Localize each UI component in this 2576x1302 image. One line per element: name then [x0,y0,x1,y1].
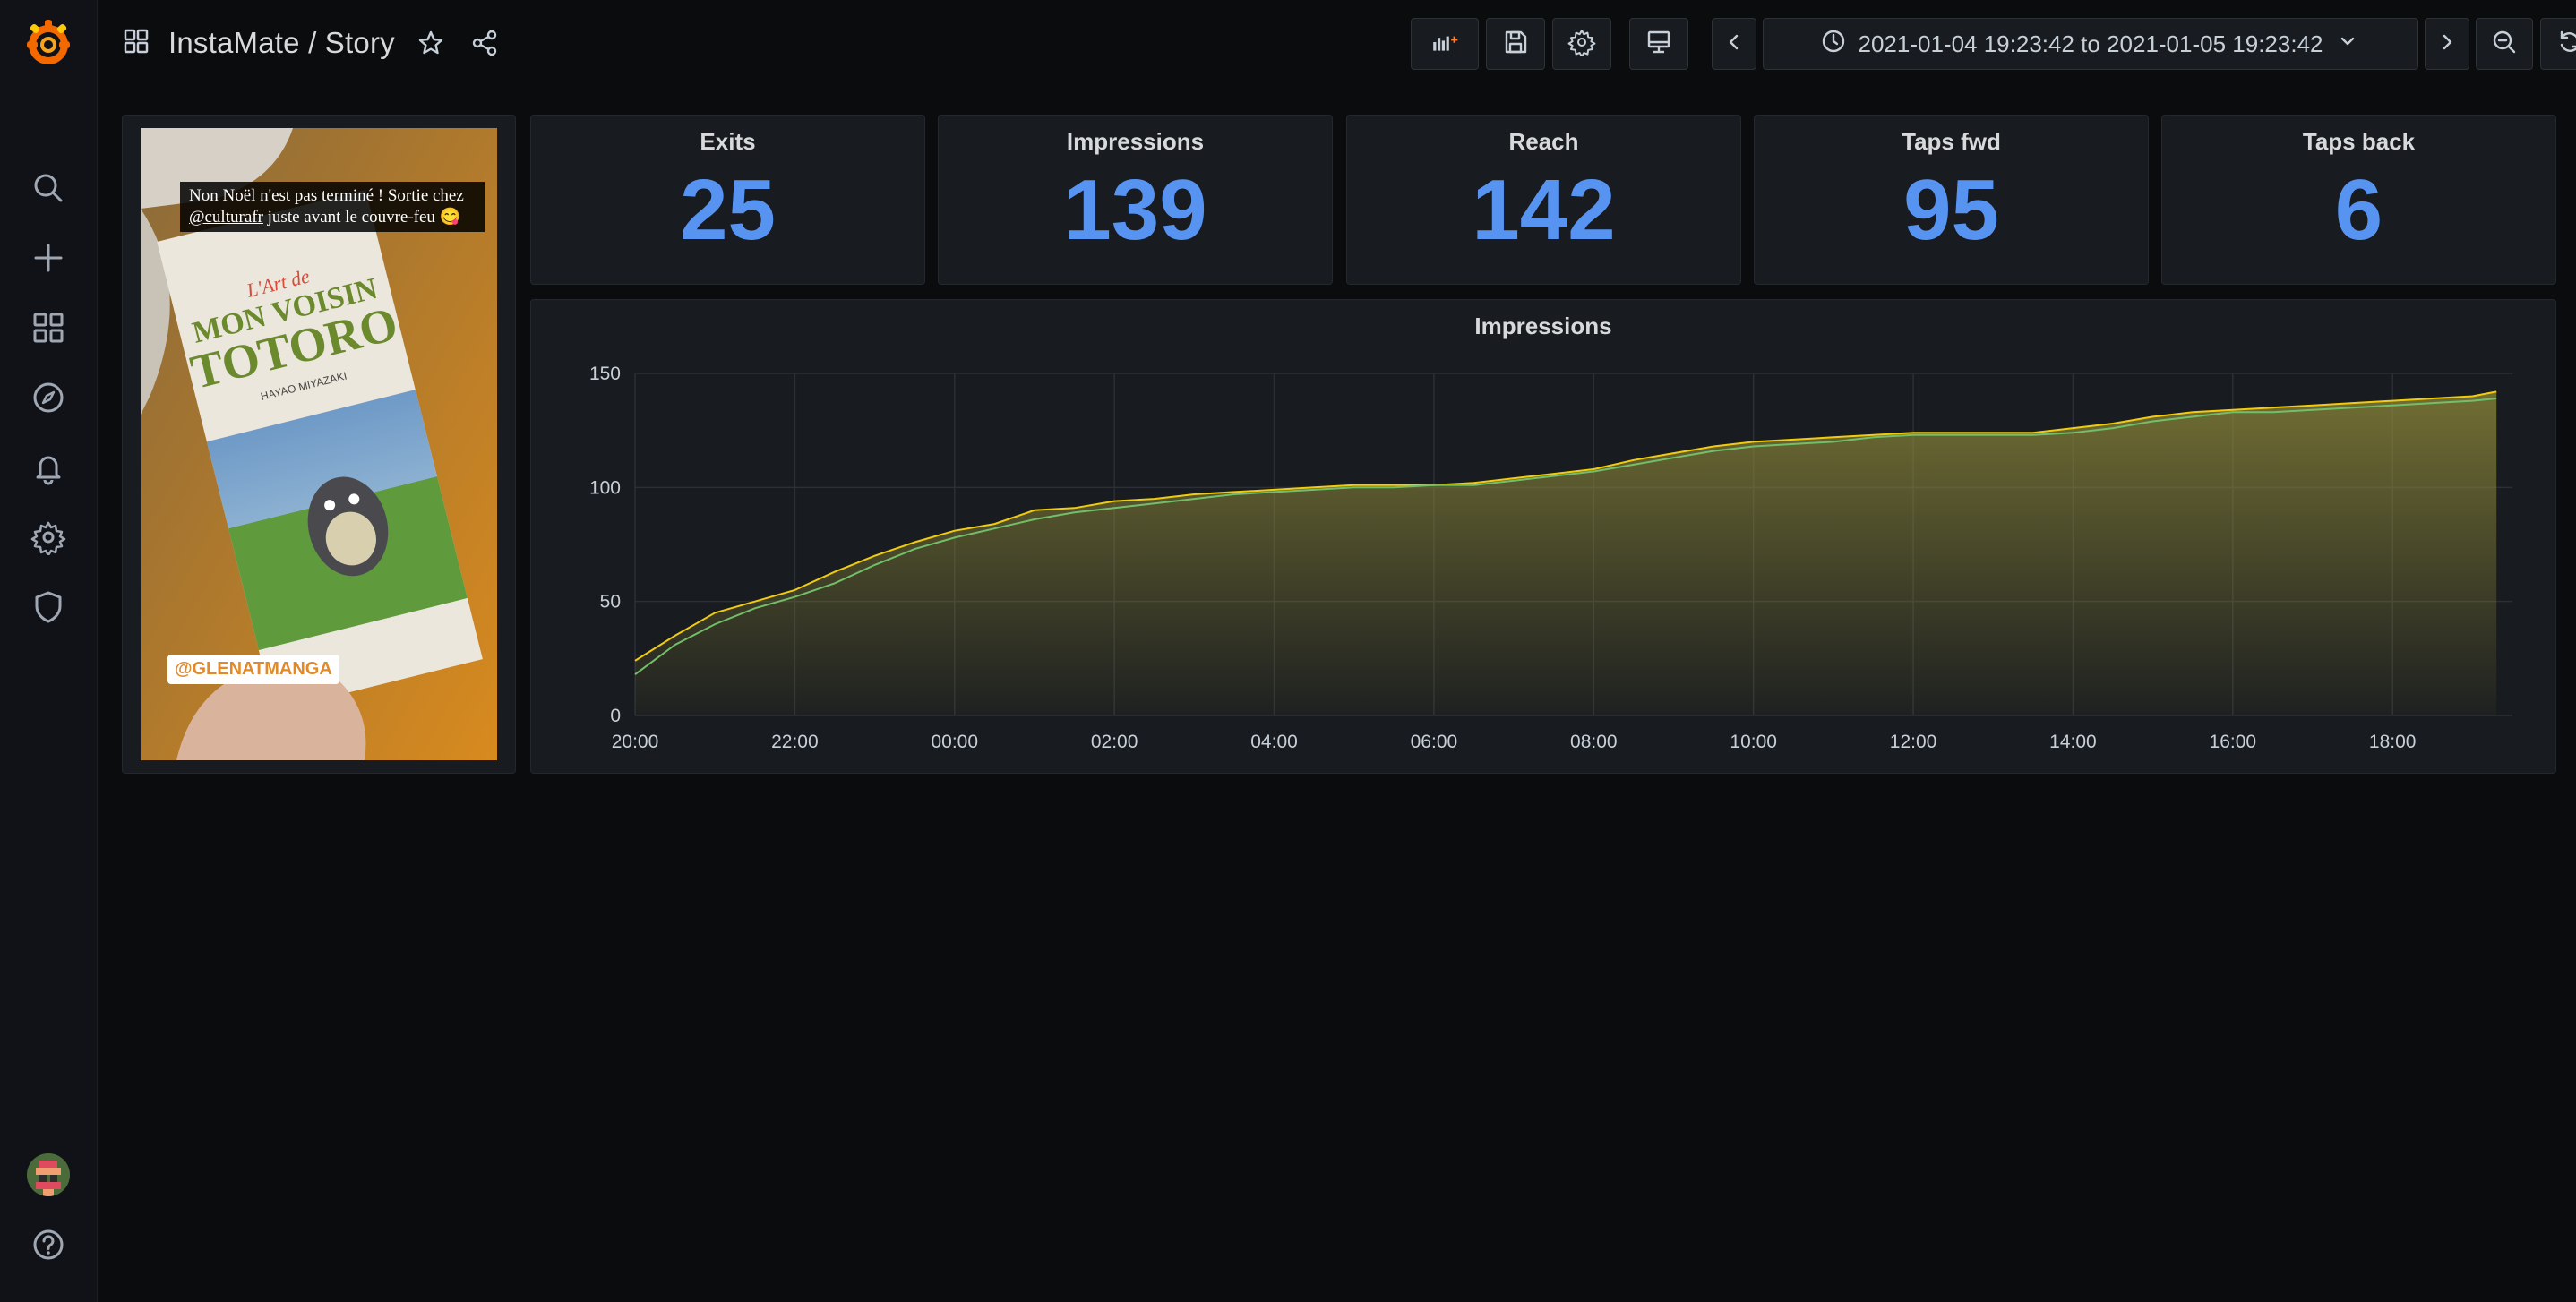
time-range-forward-button[interactable] [2425,18,2469,70]
star-icon[interactable] [413,25,449,61]
x-tick-label: 20:00 [612,732,659,752]
impressions-graph-panel: Impressions 0 50 100 150 20:00 22:00 00:00 02:0… [530,299,2556,774]
story-caption-line: Non Noël n'est pas terminé ! Sortie chez [189,186,464,205]
story-caption-mention: @culturafr [189,208,263,227]
x-tick-label: 08:00 [1570,732,1618,752]
refresh-icon [2555,28,2576,61]
stat-title: Taps fwd [1902,128,2001,155]
time-range-label: 2021-01-04 19:23:42 to 2021-01-05 19:23:… [1858,30,2323,57]
x-tick-label: 18:00 [2369,732,2417,752]
time-range-back-button[interactable] [1712,18,1756,70]
series-line [634,398,2497,676]
stat-panel-taps-back: Taps back 6 [2161,115,2556,285]
stat-panel-impressions: Impressions 139 [938,115,1333,285]
sidebar [0,0,98,1302]
y-tick-label: 150 [589,364,621,384]
story-image-panel: MON VOISIN TOTORO L'Art de HAYAO MIYAZAK… [122,115,516,774]
zoom-out-button[interactable] [2476,18,2533,70]
shield-icon[interactable] [29,587,68,627]
series-line [634,390,2497,662]
x-tick-label: 22:00 [771,732,819,752]
stat-title: Reach [1508,128,1579,155]
save-icon [1501,28,1530,61]
share-icon[interactable] [467,25,502,61]
story-caption: Non Noël n'est pas terminé ! Sortie chez… [180,182,485,232]
monitor-icon [1644,28,1673,61]
impressions-chart[interactable]: 0 50 100 150 20:00 22:00 00:00 02:00 04:00 06:00 0… [531,300,2557,775]
dashboard-settings-button[interactable] [1552,18,1611,70]
x-tick-label: 16:00 [2210,732,2257,752]
help-icon[interactable] [29,1225,68,1264]
dashboards-icon[interactable] [29,308,68,347]
stat-value: 6 [2334,162,2383,258]
stat-panel-taps-fwd: Taps fwd 95 [1754,115,2149,285]
stat-panel-reach: Reach 142 [1346,115,1741,285]
stat-value: 139 [1063,162,1207,258]
y-tick-label: 50 [600,592,621,612]
stat-value: 142 [1472,162,1616,258]
stat-panel-exits: Exits 25 [530,115,925,285]
x-tick-label: 06:00 [1411,732,1458,752]
x-tick-label: 10:00 [1730,732,1777,752]
time-range-picker[interactable]: 2021-01-04 19:23:42 to 2021-01-05 19:23:… [1763,18,2418,70]
stat-title: Taps back [2302,128,2416,155]
grafana-logo-icon[interactable] [23,16,73,70]
chevron-down-icon [2333,27,2362,62]
x-tick-label: 02:00 [1091,732,1138,752]
story-image: MON VOISIN TOTORO L'Art de HAYAO MIYAZAK… [141,128,497,760]
stat-title: Exits [700,128,756,155]
search-icon[interactable] [29,168,68,208]
y-tick-label: 100 [589,477,621,498]
graph-title: Impressions [1474,313,1612,339]
save-dashboard-button[interactable] [1486,18,1545,70]
chevron-right-icon [2433,28,2461,61]
chevron-left-icon [1720,28,1748,61]
stat-value: 95 [1903,162,1999,258]
gear-icon [1567,28,1596,61]
cycle-view-mode-button[interactable] [1629,18,1688,70]
add-panel-button[interactable] [1411,18,1479,70]
avatar[interactable] [27,1153,70,1196]
bell-icon[interactable] [29,448,68,487]
dashboards-icon [122,27,150,60]
zoom-out-icon [2490,28,2519,61]
top-bar: InstaMate / Story 2021- [97,0,2576,86]
clock-icon [1819,27,1848,62]
gear-icon[interactable] [29,518,68,557]
page-title[interactable]: InstaMate / Story [168,26,395,59]
x-tick-label: 00:00 [931,732,978,752]
y-tick-label: 0 [610,706,621,726]
refresh-button[interactable] [2540,18,2576,70]
story-caption-line: juste avant le couvre-feu 😋 [267,208,461,227]
stat-value: 25 [680,162,776,258]
x-tick-label: 12:00 [1890,732,1937,752]
plus-icon[interactable] [29,238,68,278]
x-tick-label: 04:00 [1250,732,1298,752]
add-panel-icon [1430,28,1459,61]
story-tag: @GLENATMANGA [167,655,339,684]
x-tick-label: 14:00 [2049,732,2097,752]
series-area [635,391,2497,715]
compass-icon[interactable] [29,378,68,417]
stat-title: Impressions [1066,128,1205,155]
